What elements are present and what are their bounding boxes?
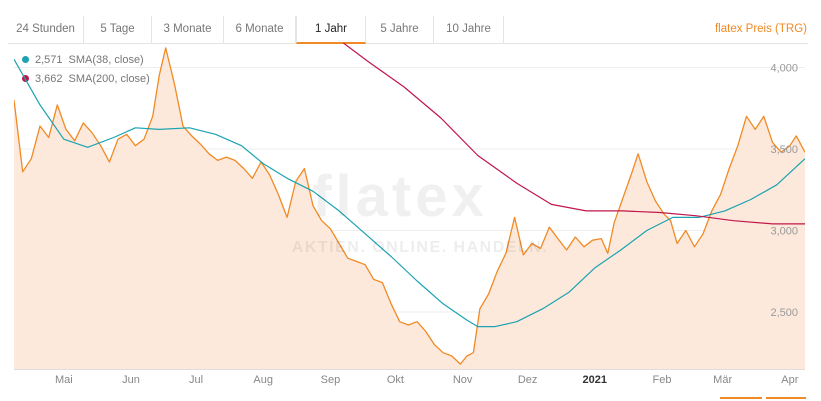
x-tick-label: Dez (518, 374, 538, 386)
tab-6-monate[interactable]: 6 Monate (224, 16, 296, 43)
sma38-label: SMA(38, close) (68, 54, 144, 66)
tab-5-jahre[interactable]: 5 Jahre (366, 16, 434, 43)
watermark-tagline: AKTIEN. ONLINE. HANDELN. (292, 239, 548, 256)
tab-5-tage[interactable]: 5 Tage (84, 16, 152, 43)
tab-10-jahre[interactable]: 10 Jahre (434, 16, 504, 43)
price-line (14, 47, 805, 365)
y-tick-label: 3,000 (770, 225, 798, 237)
x-tick-label: Jul (189, 374, 203, 386)
sma200-value: 3,662 (35, 73, 63, 85)
x-tick-label: Sep (321, 374, 341, 386)
y-tick-label: 4,000 (770, 62, 798, 74)
y-tick-label: 3,500 (770, 144, 798, 156)
chart-legend: 2,571 SMA(38, close) 3,662 SMA(200, close) (22, 51, 150, 89)
x-tick-label: Jun (122, 374, 140, 386)
y-tick-label: 2,500 (770, 307, 798, 319)
timeframe-tabs: 24 Stunden 5 Tage 3 Monate 6 Monate 1 Jahr 5 … (8, 16, 808, 44)
tab-24-stunden[interactable]: 24 Stunden (8, 16, 84, 43)
sma38-dot-icon (22, 56, 29, 63)
y-axis: 2,500 3,000 3,500 4,000 (770, 62, 798, 319)
plot-area (14, 43, 805, 369)
watermark: flatex AKTIEN. ONLINE. HANDELN. (292, 164, 548, 256)
range-handle-left[interactable] (720, 397, 762, 399)
tab-1-jahr[interactable]: 1 Jahr (296, 16, 366, 44)
x-tick-label: Mai (55, 374, 73, 386)
x-tick-label: Mär (713, 374, 732, 386)
x-tick-label: Nov (453, 374, 473, 386)
legend-sma38: 2,571 SMA(38, close) (22, 51, 150, 70)
x-tick-label: Apr (781, 374, 798, 386)
x-tick-label: 2021 (583, 374, 607, 386)
sma200-label: SMA(200, close) (68, 73, 150, 85)
x-tick-label: Feb (652, 374, 671, 386)
watermark-brand: flatex (312, 164, 488, 229)
x-tick-label: Okt (387, 374, 404, 386)
tab-3-monate[interactable]: 3 Monate (152, 16, 224, 43)
instrument-label[interactable]: flatex Preis (TRG) (714, 23, 807, 35)
sma38-line (14, 59, 805, 328)
x-tick-label: Aug (253, 374, 273, 386)
sma200-line (342, 43, 805, 225)
price-area (14, 47, 805, 369)
range-handle-right[interactable] (766, 397, 806, 399)
x-axis: Mai Jun Jul Aug Sep Okt Nov Dez 2021 Feb Mär Apr (55, 374, 799, 386)
sma38-value: 2,571 (35, 54, 63, 66)
